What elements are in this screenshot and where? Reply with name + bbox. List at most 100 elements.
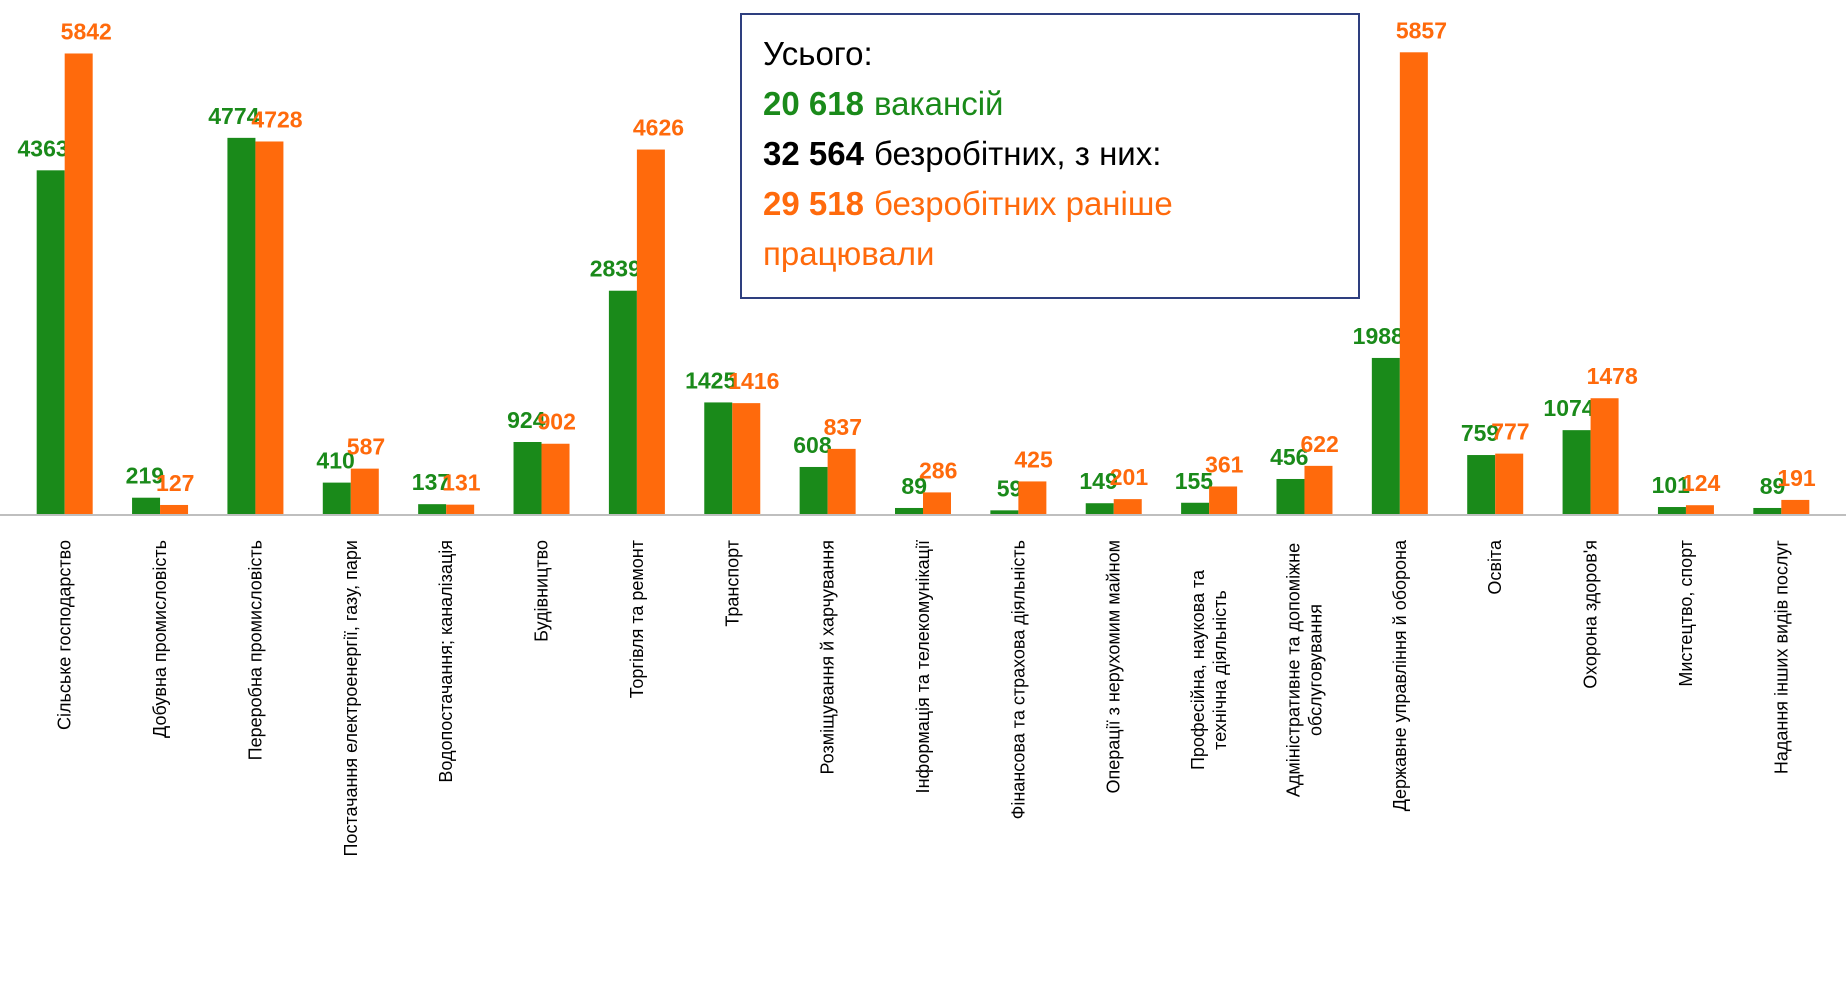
value-label: 777 bbox=[1491, 419, 1529, 445]
value-label: 131 bbox=[442, 470, 481, 496]
summary-title: Усього: bbox=[763, 35, 873, 72]
value-label: 101 bbox=[1652, 472, 1691, 498]
value-label: 155 bbox=[1175, 468, 1214, 494]
bar bbox=[1399, 52, 1428, 516]
x-tick-label: Мистецтво, спорт bbox=[1676, 540, 1696, 687]
x-tick-label: Інформація та телекомунікації bbox=[913, 540, 933, 793]
bar bbox=[1781, 499, 1810, 515]
x-tick-label: Охорона здоров'я bbox=[1581, 540, 1601, 689]
bar bbox=[1562, 430, 1591, 515]
bar bbox=[990, 510, 1019, 515]
bar bbox=[636, 149, 665, 515]
bar bbox=[1590, 398, 1619, 515]
bar bbox=[1371, 357, 1400, 515]
x-tick-label: Надання інших видів послуг bbox=[1771, 540, 1791, 775]
value-label: 759 bbox=[1461, 420, 1499, 446]
bar bbox=[160, 504, 189, 515]
x-tick-label: Водопостачання; каналізація bbox=[436, 540, 456, 783]
value-label: 902 bbox=[538, 409, 576, 435]
value-label: 201 bbox=[1110, 464, 1149, 490]
value-label: 456 bbox=[1270, 444, 1308, 470]
summary-line: 32 564 безробітних, з них: bbox=[763, 135, 1161, 172]
value-label: 5842 bbox=[61, 18, 112, 44]
x-tick-label: Будівництво bbox=[532, 540, 552, 642]
bar bbox=[1685, 505, 1714, 515]
x-tick-label: Державне управління й оборона bbox=[1390, 539, 1410, 811]
bar bbox=[1753, 507, 1782, 515]
bar bbox=[732, 403, 761, 515]
summary-line: 20 618 вакансій bbox=[763, 85, 1003, 122]
value-label: 4728 bbox=[251, 106, 302, 132]
bar bbox=[1304, 465, 1333, 515]
value-label: 608 bbox=[793, 432, 832, 458]
bar bbox=[704, 402, 733, 515]
value-label: 4774 bbox=[208, 103, 259, 129]
x-tick-label: Транспорт bbox=[722, 540, 742, 627]
summary-text: безробітних, з них: bbox=[874, 135, 1161, 172]
bar bbox=[1276, 478, 1305, 515]
bar bbox=[227, 137, 256, 515]
value-label: 622 bbox=[1300, 431, 1338, 457]
bar bbox=[895, 507, 923, 515]
bar bbox=[64, 53, 93, 516]
value-label: 286 bbox=[919, 457, 957, 483]
x-tick-label: Професійна, наукова та технічна діяльніст… bbox=[1188, 569, 1230, 770]
value-label: 124 bbox=[1682, 470, 1721, 496]
value-label: 89 bbox=[1760, 473, 1786, 499]
bar bbox=[1657, 507, 1686, 515]
summary-continuation: працювали bbox=[763, 235, 934, 272]
value-label: 361 bbox=[1205, 451, 1244, 477]
bar bbox=[1495, 453, 1524, 515]
value-label: 4363 bbox=[18, 135, 69, 161]
value-label: 59 bbox=[997, 475, 1023, 501]
summary-number: 29 518 bbox=[763, 185, 864, 222]
value-label: 5857 bbox=[1396, 17, 1447, 43]
value-label: 1074 bbox=[1543, 395, 1594, 421]
bar bbox=[923, 492, 951, 515]
bar bbox=[608, 290, 637, 515]
bar bbox=[1181, 502, 1210, 515]
value-label: 89 bbox=[901, 473, 927, 499]
bar bbox=[1085, 503, 1114, 515]
value-label: 1988 bbox=[1353, 323, 1404, 349]
x-tick-label: Розміщування й харчування bbox=[818, 540, 838, 775]
bar bbox=[446, 504, 475, 515]
value-label: 149 bbox=[1079, 468, 1117, 494]
x-tick-label: Адміністративне та допоміжне обслуговуван… bbox=[1283, 543, 1325, 797]
summary-number: 32 564 bbox=[763, 135, 865, 172]
value-label: 1416 bbox=[728, 368, 779, 394]
value-label: 2839 bbox=[590, 256, 641, 282]
bar bbox=[1209, 486, 1238, 515]
x-tick-label: Операції з нерухомим майном bbox=[1104, 540, 1124, 794]
bar bbox=[255, 141, 284, 515]
value-label: 137 bbox=[412, 469, 450, 495]
value-label: 191 bbox=[1777, 465, 1816, 491]
value-label: 127 bbox=[156, 470, 194, 496]
bar bbox=[1467, 455, 1496, 515]
bar bbox=[132, 497, 161, 515]
bar bbox=[1018, 481, 1047, 515]
bar bbox=[799, 466, 828, 515]
value-label: 587 bbox=[347, 434, 385, 460]
x-tick-label: Сільське господарство bbox=[55, 540, 75, 730]
bar bbox=[322, 482, 351, 515]
x-tick-label: Добувна промисловість bbox=[150, 540, 170, 738]
summary-text: безробітних раніше bbox=[874, 185, 1173, 222]
summary-line: 29 518 безробітних раніше bbox=[763, 185, 1173, 222]
bar bbox=[827, 448, 856, 515]
bar bbox=[36, 170, 65, 515]
value-label: 837 bbox=[824, 414, 862, 440]
bar bbox=[513, 442, 542, 515]
summary-number: 20 618 bbox=[763, 85, 864, 122]
value-label: 219 bbox=[126, 463, 164, 489]
value-label: 1478 bbox=[1587, 363, 1638, 389]
x-tick-label: Постачання електроенергії, газу, пари bbox=[341, 540, 361, 857]
bar bbox=[418, 504, 447, 515]
summary-border bbox=[740, 13, 1360, 299]
x-tick-label: Переробна промисловість bbox=[245, 540, 265, 760]
x-tick-label: Торгівля та ремонт bbox=[627, 540, 647, 698]
summary-box: Усього: 20 618 вакансій 32 564 безробітних,… bbox=[740, 13, 1360, 299]
value-label: 4626 bbox=[633, 115, 684, 141]
